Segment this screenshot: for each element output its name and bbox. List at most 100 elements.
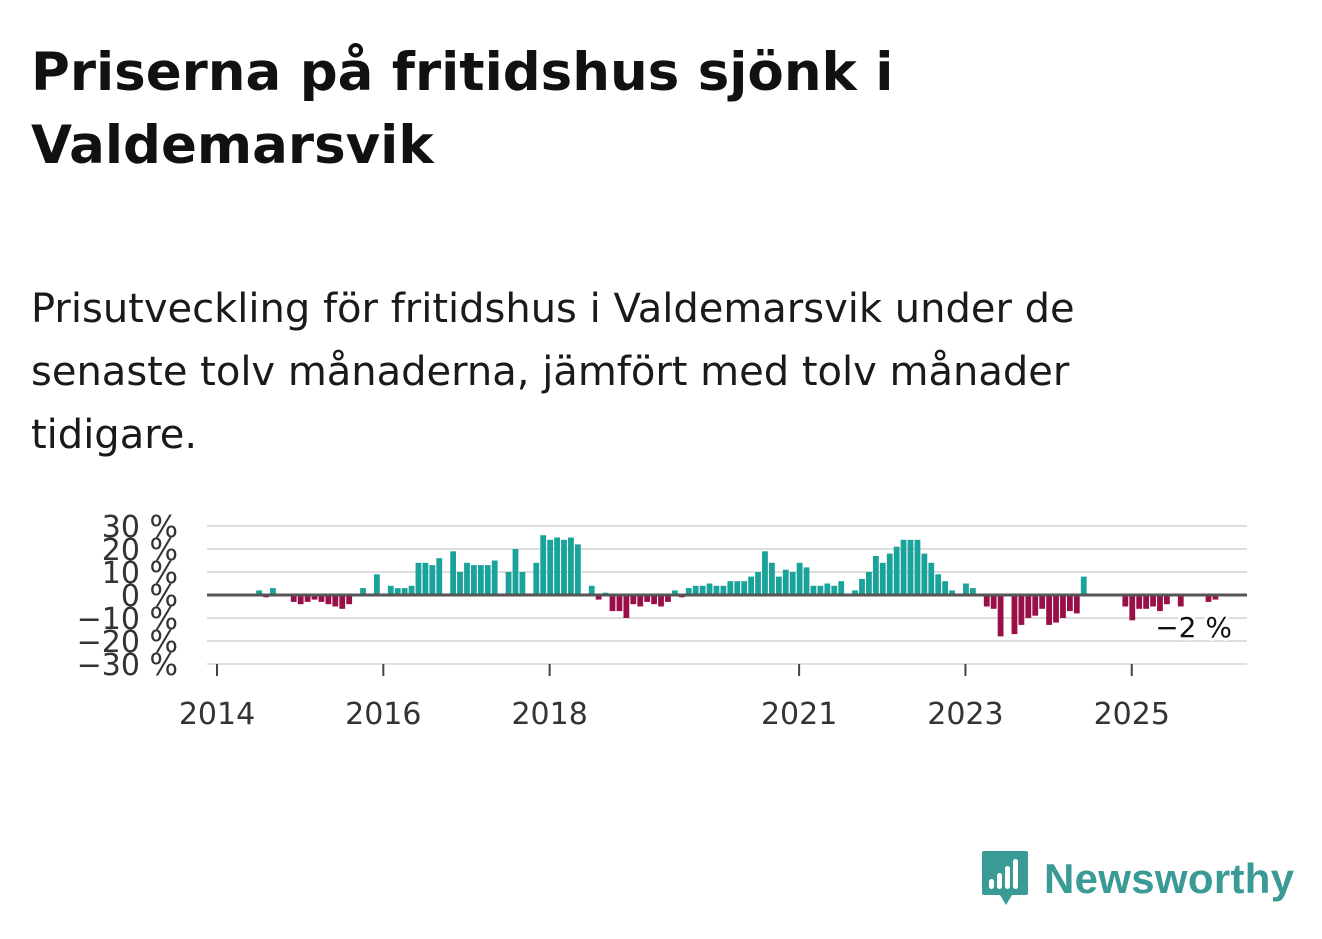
- bar: [914, 539, 921, 595]
- bar: [387, 585, 394, 595]
- bar: [741, 581, 748, 595]
- newsworthy-logo: Newsworthy: [980, 848, 1294, 910]
- bar: [852, 590, 858, 595]
- y-tick-label: 20 %: [102, 533, 178, 568]
- y-tick-label: 0 %: [121, 579, 178, 614]
- axes: 30 %20 %10 %0 %−10 %−20 %−30 %2014 2016 20…: [77, 510, 1247, 732]
- bar: [942, 581, 949, 595]
- bar: [921, 553, 928, 595]
- bar: [464, 562, 470, 595]
- bar: [1164, 595, 1170, 605]
- bar: [789, 572, 796, 595]
- bar: [304, 595, 311, 602]
- bar: [928, 562, 935, 595]
- bar: [415, 562, 422, 595]
- bar: [325, 595, 332, 605]
- bar: [360, 588, 366, 595]
- bar: [616, 595, 623, 612]
- bar: [533, 562, 540, 595]
- bar: [630, 595, 637, 605]
- bar: [1073, 595, 1080, 614]
- x-tick-label: 2014: [179, 697, 255, 732]
- bar: [1060, 595, 1066, 618]
- bar: [893, 546, 900, 595]
- last-value-label-halo: −2 %: [1155, 611, 1232, 644]
- bar: [346, 595, 353, 605]
- bar: [983, 595, 990, 607]
- bar: [623, 595, 630, 618]
- bar: [1177, 595, 1184, 607]
- bar: [477, 565, 484, 595]
- newsworthy-logo-icon: [982, 851, 1028, 905]
- bar: [1046, 595, 1052, 625]
- bar: [491, 560, 498, 595]
- bar: [727, 581, 734, 595]
- chart-title: Priserna på fritidshus sjönk i Valdemars…: [31, 42, 894, 176]
- bar: [1157, 595, 1163, 612]
- bar: [699, 585, 706, 595]
- bar: [838, 581, 845, 595]
- bar: [769, 562, 775, 595]
- bar: [637, 595, 644, 607]
- bar: [720, 585, 727, 595]
- bar: [554, 537, 560, 595]
- bar: [734, 581, 741, 595]
- x-tick-label: 2021: [761, 697, 837, 732]
- bar: [547, 539, 554, 595]
- bar: [782, 569, 789, 595]
- bar: [1080, 576, 1087, 595]
- bar: [859, 578, 865, 595]
- bar: [900, 539, 907, 595]
- bar: [540, 535, 547, 595]
- bar: [755, 572, 761, 595]
- y-tick-label: −30 %: [77, 648, 178, 683]
- bar: [879, 562, 886, 595]
- bar: [810, 585, 817, 595]
- bar: [457, 572, 463, 595]
- bar: [692, 585, 699, 595]
- bar: [796, 562, 803, 595]
- bar: [394, 588, 401, 595]
- bar: [1066, 595, 1073, 612]
- bar: [1129, 595, 1136, 621]
- y-tick-label: −20 %: [77, 625, 178, 660]
- bar: [713, 585, 720, 595]
- bar: [568, 537, 574, 595]
- y-tick-label: 10 %: [102, 556, 178, 591]
- bar: [671, 590, 678, 595]
- newsworthy-logo-text: Newsworthy: [1044, 855, 1295, 902]
- bar: [561, 539, 567, 595]
- bar: [1039, 595, 1046, 609]
- x-tick-label: 2023: [927, 697, 1003, 732]
- bar: [1205, 595, 1212, 602]
- bar: [775, 576, 782, 595]
- bar: [685, 588, 692, 595]
- bar: [866, 572, 872, 595]
- bar: [935, 574, 942, 595]
- bar: [450, 551, 457, 595]
- bar: [658, 595, 664, 607]
- bar: [1025, 595, 1032, 618]
- chart-subtitle: Prisutveckling för fritidshus i Valdemar…: [31, 286, 1075, 458]
- bar: [471, 565, 477, 595]
- bar: [422, 562, 429, 595]
- bar: [872, 555, 879, 595]
- bar: [595, 595, 602, 600]
- bar: [1143, 595, 1150, 609]
- bar: [886, 553, 893, 595]
- bar: [803, 567, 810, 595]
- bar: [512, 549, 519, 595]
- bar: [332, 595, 339, 607]
- bar: [949, 590, 955, 595]
- bar: [990, 595, 997, 609]
- bar: [588, 585, 595, 595]
- bar: [762, 551, 768, 595]
- bar: [401, 588, 408, 595]
- bar: [831, 585, 838, 595]
- bar: [270, 588, 276, 595]
- bar: [339, 595, 346, 609]
- last-value-label: −2 %: [1155, 611, 1232, 644]
- x-tick-label: 2018: [511, 697, 587, 732]
- bar: [311, 595, 318, 600]
- bar-chart: 30 %20 %10 %0 %−10 %−20 %−30 %2014 2016 20…: [77, 510, 1247, 732]
